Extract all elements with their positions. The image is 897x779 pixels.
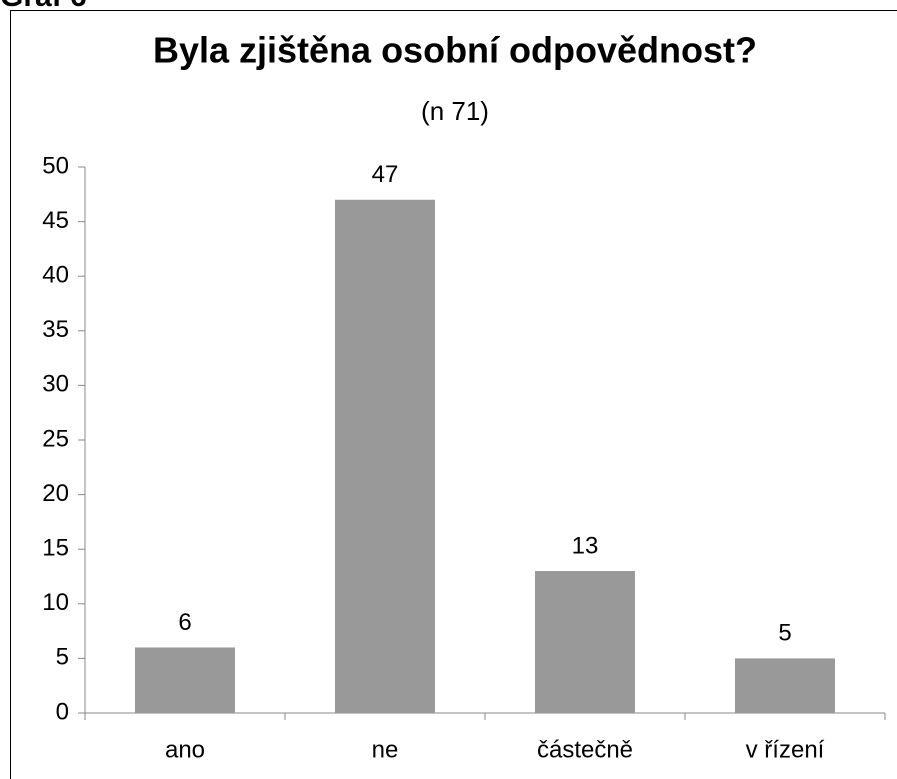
y-tick-label: 0 [56,698,69,725]
chart-title: Byla zjištěna osobní odpovědnost? [153,30,757,71]
y-tick-label: 5 [56,644,69,671]
y-tick-label: 15 [42,535,69,562]
y-tick-label: 25 [42,425,69,452]
y-tick-label: 40 [42,262,69,289]
x-tick-label: částečně [537,736,633,763]
x-tick-label: ne [372,736,399,763]
y-tick-label: 20 [42,480,69,507]
bar [735,658,835,713]
chart-subtitle: (n 71) [421,96,489,126]
y-tick-label: 45 [42,207,69,234]
data-label: 5 [778,620,791,647]
caption: Graf 6 [0,0,87,13]
y-tick-label: 30 [42,371,69,398]
data-label: 13 [572,532,599,559]
bar [535,571,635,713]
y-tick-label: 10 [42,589,69,616]
y-tick-label: 35 [42,316,69,343]
data-label: 6 [178,609,191,636]
data-label: 47 [372,161,399,188]
bar [135,647,235,713]
bar [335,199,435,713]
y-tick-label: 50 [42,152,69,179]
x-tick-label: v řízení [746,736,825,763]
x-tick-label: ano [165,736,205,763]
